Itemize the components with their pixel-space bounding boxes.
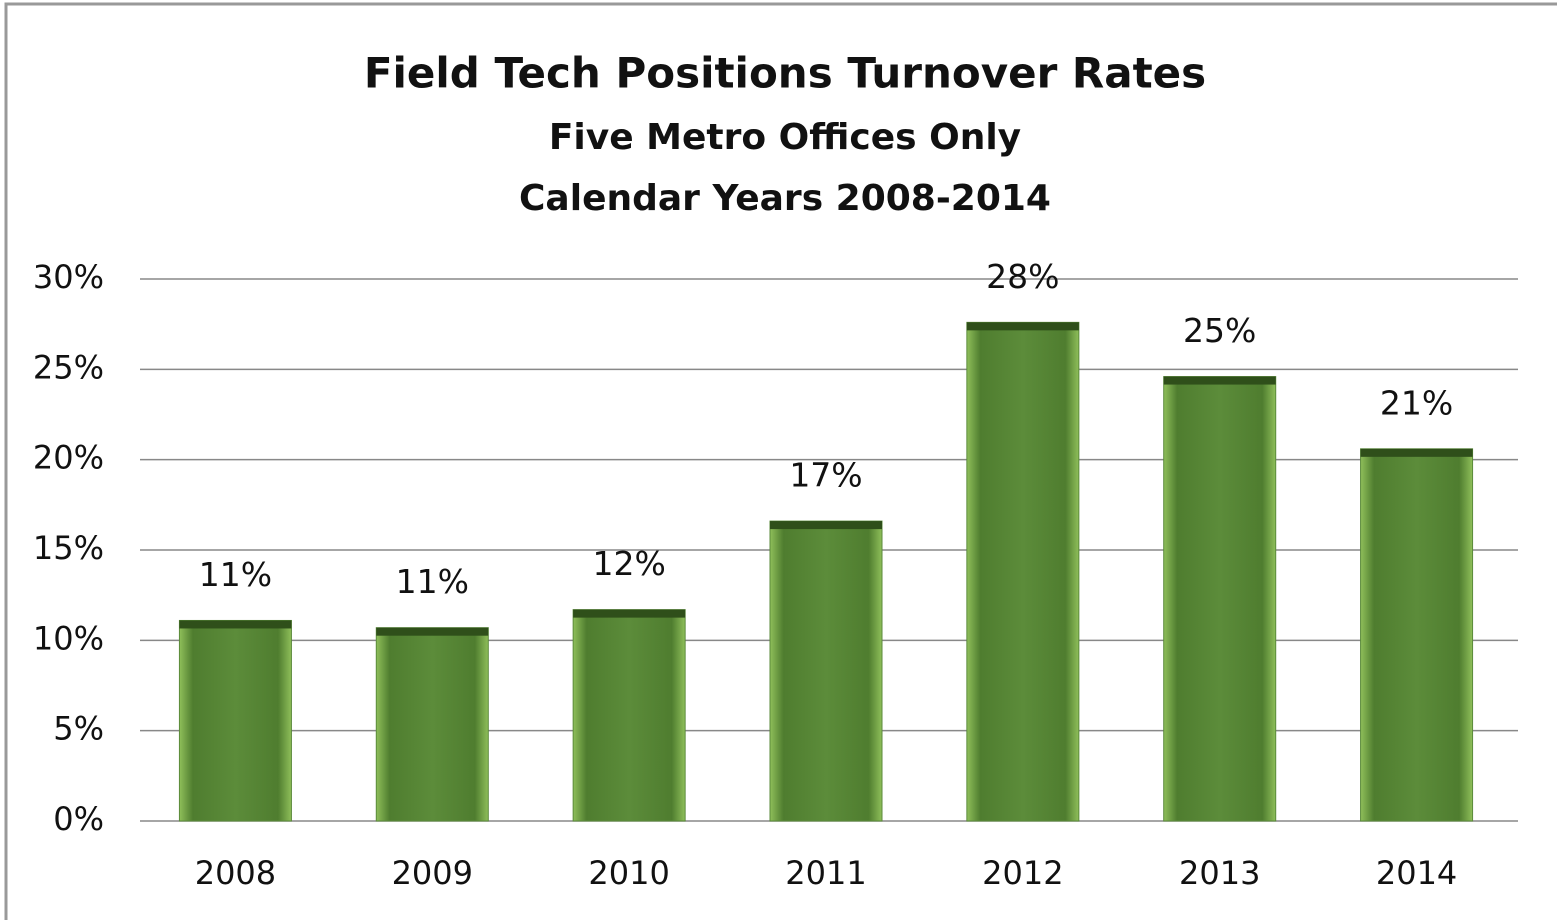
x-tick-label: 2009 — [392, 854, 473, 892]
bar-top — [1163, 376, 1276, 385]
y-tick-label: 15% — [33, 529, 104, 567]
data-label: 11% — [199, 555, 272, 594]
x-tick-label: 2008 — [195, 854, 276, 892]
data-label: 21% — [1380, 383, 1453, 422]
chart-subtitle: Calendar Years 2008-2014 — [519, 178, 1051, 219]
bar — [966, 321, 1080, 822]
y-tick-label: 25% — [33, 348, 104, 386]
bar-top — [179, 620, 292, 629]
x-tick-label: 2010 — [588, 854, 669, 892]
bar — [769, 520, 883, 822]
y-tick-label: 20% — [33, 439, 104, 477]
bar — [178, 619, 292, 822]
bar-top — [770, 521, 882, 530]
data-label: 28% — [986, 257, 1059, 296]
bar-top — [1360, 448, 1473, 457]
data-label: 12% — [592, 544, 665, 583]
x-tick-label: 2011 — [785, 854, 866, 892]
bar — [1360, 448, 1474, 822]
y-tick-label: 0% — [53, 800, 104, 838]
y-tick-label: 10% — [33, 619, 104, 657]
chart-subtitle: Five Metro Offices Only — [549, 117, 1021, 158]
bar-top — [966, 322, 1079, 331]
chart-title: Field Tech Positions Turnover Rates — [364, 49, 1206, 98]
bar — [572, 609, 686, 822]
y-tick-label: 30% — [33, 258, 104, 296]
x-tick-label: 2014 — [1376, 854, 1457, 892]
x-tick-label: 2012 — [982, 854, 1063, 892]
bar-top — [573, 609, 686, 618]
y-tick-label: 5% — [53, 710, 104, 748]
data-label: 11% — [396, 562, 469, 601]
data-label: 25% — [1183, 311, 1256, 350]
x-tick-label: 2013 — [1179, 854, 1260, 892]
bar — [375, 627, 489, 822]
bar-top — [376, 627, 489, 636]
data-label: 17% — [789, 456, 862, 495]
bar — [1163, 376, 1277, 822]
